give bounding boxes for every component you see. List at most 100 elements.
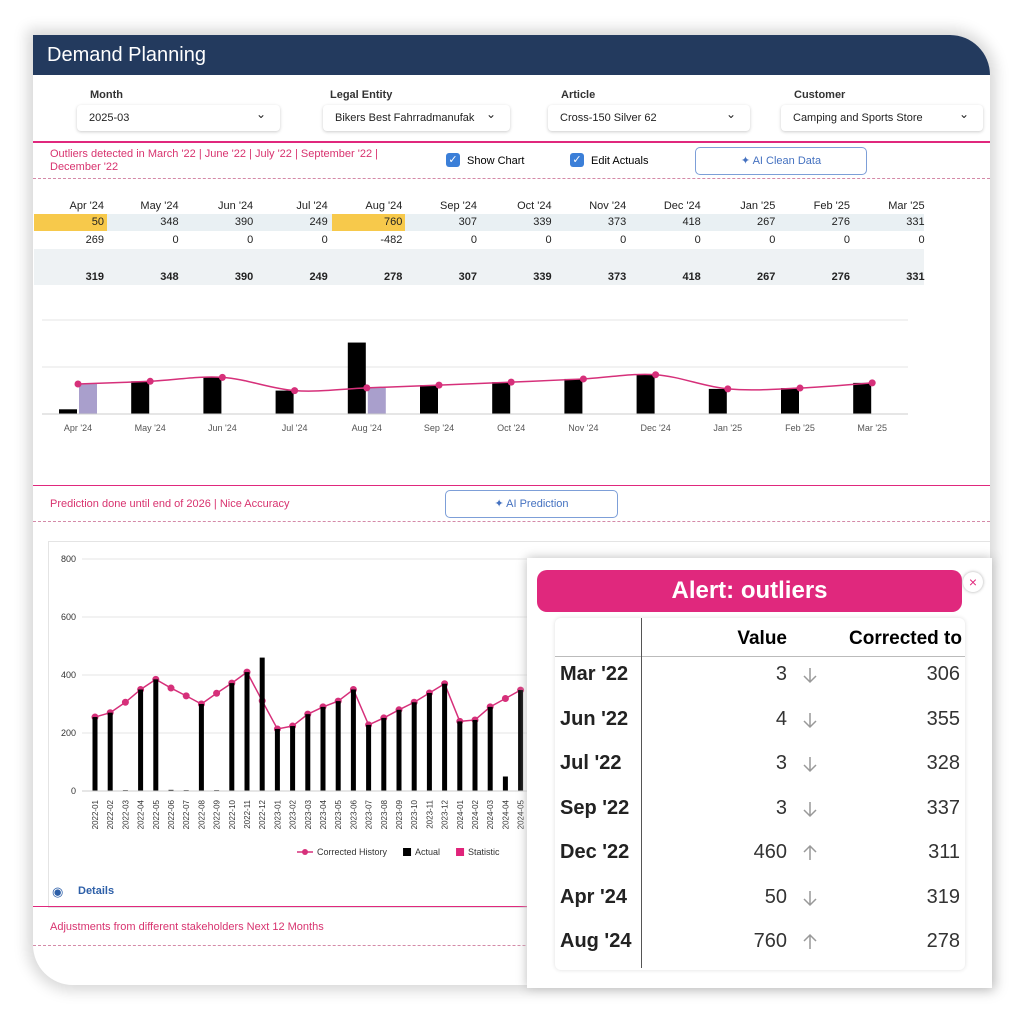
total-cell: 373: [607, 271, 627, 283]
line-point: [507, 378, 515, 386]
line-point: [146, 377, 154, 385]
line-point: [435, 381, 443, 389]
row-month: Dec '22: [560, 841, 630, 863]
bar: [320, 706, 326, 791]
total-cell: 278: [384, 271, 403, 283]
x-tick-label: Oct '24: [497, 423, 525, 433]
x-tick-label: Nov '24: [568, 423, 598, 433]
legend-label: Actual: [415, 847, 440, 857]
x-tick-label: Feb '25: [785, 423, 815, 433]
arrow: [803, 890, 817, 906]
total-cell: 339: [533, 271, 552, 283]
x-tick-label: 2023-05: [334, 799, 343, 829]
total-cell: 348: [160, 271, 179, 283]
column-header: May '24: [140, 200, 179, 212]
bar: [131, 381, 150, 414]
alert-title: Alert: outliers: [537, 570, 962, 612]
column-header: Feb '25: [813, 200, 850, 212]
total-cell: 276: [831, 271, 850, 283]
x-tick-label: 2024-01: [456, 799, 465, 829]
column-header: Jan '25: [740, 200, 776, 212]
x-tick-label: May '24: [135, 423, 166, 433]
x-tick-label: 2023-04: [319, 799, 328, 829]
ai-clean-button[interactable]: ✦ AI Clean Data: [695, 147, 867, 175]
x-tick-label: 2024-02: [471, 799, 480, 829]
bar: [350, 689, 356, 791]
line-point: [218, 373, 226, 381]
table-cell: 249: [309, 216, 328, 228]
line-point: [579, 375, 587, 383]
row-bg: [34, 214, 924, 231]
table-cell: 0: [470, 234, 477, 246]
bar: [244, 672, 250, 791]
x-tick-label: Sep '24: [424, 423, 454, 433]
close-button[interactable]: ×: [963, 572, 983, 592]
table-cell: 373: [607, 216, 627, 228]
bar: [853, 382, 872, 414]
row-value: 4: [775, 707, 787, 730]
divider: [33, 485, 990, 486]
table-cell: 0: [172, 234, 179, 246]
bar: [636, 374, 655, 414]
x-tick-label: 2022-08: [197, 799, 206, 829]
x-tick-label: 2022-09: [213, 799, 222, 829]
x-tick-label: Mar '25: [857, 423, 887, 433]
line-point: [363, 384, 371, 392]
direction-icon: [803, 712, 817, 728]
direction-icon: [803, 890, 817, 906]
highlight-cell: [34, 214, 107, 231]
column-header: Aug '24: [365, 200, 403, 212]
table-cell: 307: [458, 216, 477, 228]
row-value: 3: [775, 663, 787, 685]
x-tick-label: 2022-11: [243, 799, 252, 828]
divider: [33, 906, 990, 907]
row-corrected: 319: [926, 885, 960, 908]
arrow: [803, 668, 817, 684]
line-point: [167, 684, 175, 692]
row-bg: [34, 249, 924, 285]
line-point: [796, 384, 804, 392]
bar: [274, 728, 280, 791]
total-cell: 331: [906, 271, 925, 283]
bar: [347, 342, 366, 414]
bar: [366, 724, 372, 791]
row-month: Jul '22: [560, 752, 622, 774]
sparkle-icon: ✦: [740, 155, 753, 167]
arrow: [803, 757, 817, 773]
filter-label: Article: [561, 89, 596, 101]
filter-select[interactable]: Bikers Best Fahrradmanufak: [323, 101, 510, 131]
filter-select[interactable]: 2025-03: [77, 101, 280, 131]
x-tick-label: 2023-08: [380, 799, 389, 829]
legend-label: Statistic: [468, 847, 500, 857]
legend-label: Corrected History: [317, 847, 388, 857]
alert-table: Value Corrected to Mar '22 3 306 Jun '22 4 355 J…: [555, 618, 965, 970]
filter-select[interactable]: Camping and Sports Store: [781, 101, 983, 131]
details-link[interactable]: Details: [78, 885, 115, 897]
filter-label: Month: [90, 89, 123, 101]
filter-select[interactable]: Cross-150 Silver 62: [548, 101, 750, 131]
bar: [59, 409, 77, 414]
y-tick-label: 600: [61, 612, 76, 622]
table-cell: 331: [906, 216, 925, 228]
divider: [33, 945, 990, 946]
x-tick-label: Dec '24: [640, 423, 670, 433]
checkbox[interactable]: ✓: [570, 153, 584, 167]
checkbox[interactable]: ✓: [446, 153, 460, 167]
bar: [564, 378, 583, 414]
table-cell: 0: [545, 234, 552, 246]
row-corrected: 328: [926, 752, 960, 774]
x-tick-label: 2023-02: [289, 799, 298, 829]
direction-icon: [803, 757, 817, 773]
column-header: Apr '24: [69, 200, 104, 212]
bar: [138, 689, 144, 791]
bar: [492, 382, 511, 414]
ai-prediction-button[interactable]: ✦ AI Prediction: [445, 490, 618, 518]
row-corrected: 306: [926, 663, 960, 685]
bar: [153, 679, 159, 791]
column-header: Jul '24: [296, 200, 328, 212]
bar: [411, 702, 417, 791]
column-header: Sep '24: [440, 200, 477, 212]
x-tick-label: 2024-03: [486, 799, 495, 829]
